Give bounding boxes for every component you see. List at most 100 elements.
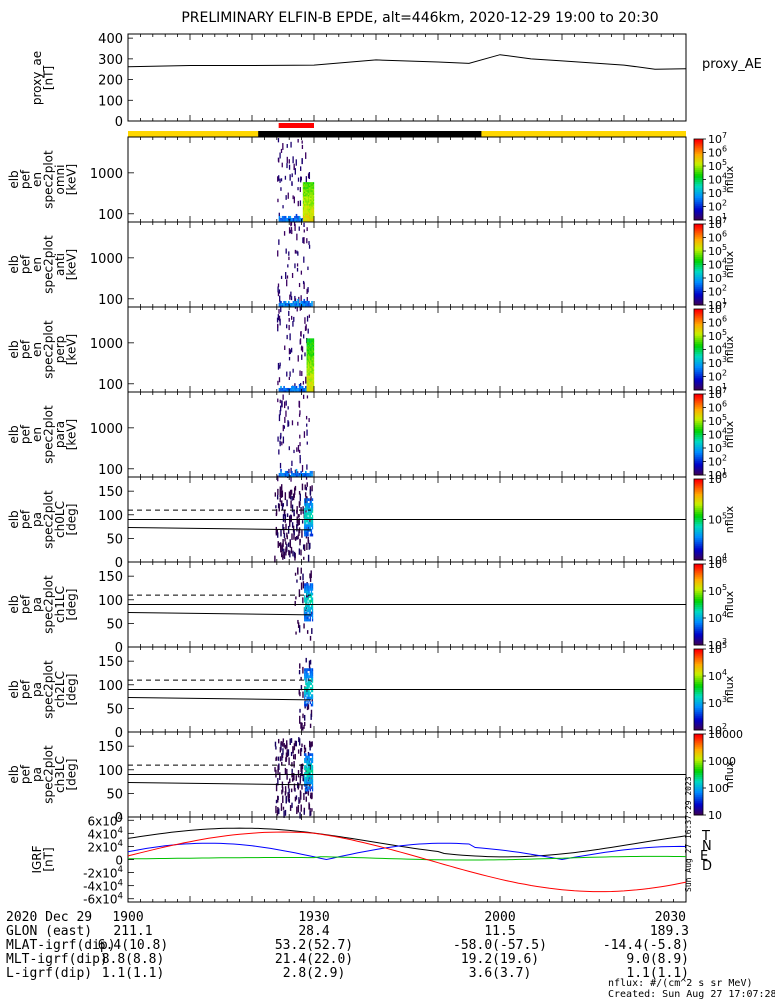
spectrogram-pixel: [301, 300, 304, 304]
spectrogram-pixel: [280, 472, 282, 476]
spectrogram-pixel: [292, 302, 295, 306]
spectrogram-pixel: [301, 722, 303, 731]
spectrogram-pixel: [307, 668, 309, 672]
colorbar-swatch: [694, 294, 703, 298]
colorbar-swatch: [694, 501, 703, 504]
colorbar-swatch: [694, 300, 703, 304]
spectrogram-pixel: [309, 350, 311, 353]
spectrogram-pixel: [306, 682, 308, 686]
spectrogram-pixel: [304, 595, 306, 598]
colorbar-swatch: [694, 175, 703, 178]
spectrogram-pixel: [307, 682, 309, 686]
spectrogram-pixel: [306, 542, 308, 550]
spectrogram-pixel: [310, 570, 312, 578]
spectrogram-pixel: [306, 691, 308, 695]
spectrogram-pixel: [305, 606, 307, 610]
spectrogram-pixel: [307, 675, 309, 679]
spectrogram-pixel: [309, 672, 311, 676]
colorbar-swatch: [694, 151, 703, 154]
spectrogram-pixel: [289, 389, 292, 393]
y-axis-label: pef: [19, 679, 33, 699]
spectrogram-pixel: [310, 220, 312, 223]
colorbar-tick-label: 107: [708, 216, 727, 231]
spectrogram-pixel: [298, 385, 301, 389]
spectrogram-pixel: [304, 352, 306, 357]
spectrogram-pixel: [310, 595, 313, 598]
spectrogram-pixel: [311, 696, 314, 700]
spectrogram-pixel: [298, 226, 300, 231]
spectrogram-pixel: [299, 799, 301, 803]
spectrogram-pixel: [300, 346, 303, 351]
spectrogram-pixel: [309, 215, 311, 218]
spectrogram-pixel: [309, 218, 311, 221]
spectrogram-pixel: [277, 436, 279, 442]
spectrogram-pixel: [310, 769, 313, 773]
spectrogram-pixel: [291, 217, 293, 221]
spectrogram-pixel: [310, 186, 312, 189]
spectrogram-pixel: [288, 798, 291, 803]
spectrogram-pixel: [291, 389, 293, 393]
spectrogram-pixel: [309, 753, 311, 757]
spectrogram-pixel: [306, 362, 308, 365]
spectrogram-pixel: [309, 774, 311, 778]
spectrogram-pixel: [312, 375, 315, 378]
spectrogram-pixel: [306, 684, 308, 688]
spectrogram-pixel: [304, 583, 306, 587]
spectrogram-pixel: [288, 788, 290, 794]
spectrogram-pixel: [310, 590, 313, 594]
spectrogram-pixel: [288, 793, 290, 799]
spectrogram-pixel: [280, 305, 282, 313]
spectrogram-pixel: [306, 186, 308, 189]
spectrogram-pixel: [311, 485, 313, 492]
spectrogram-pixel: [309, 521, 311, 525]
spectrogram-pixel: [310, 218, 312, 221]
y-axis-label: elb: [7, 340, 21, 358]
spectrogram-pixel: [284, 300, 287, 304]
spectrogram-pixel: [306, 369, 308, 372]
spectrogram-pixel: [298, 474, 301, 478]
pa_ch2-data: [298, 657, 314, 731]
spectrogram-pixel: [310, 524, 313, 527]
spectrogram-pixel: [290, 467, 292, 474]
spectrogram-pixel: [307, 519, 309, 523]
spectrogram-pixel: [308, 611, 310, 615]
spectrogram-pixel: [307, 507, 309, 511]
spectrogram-pixel: [305, 526, 307, 530]
spectrogram-pixel: [277, 541, 279, 548]
spectrogram-pixel: [284, 175, 287, 180]
spectrogram-pixel: [278, 474, 281, 478]
spectrogram-pixel: [305, 519, 307, 523]
spectrogram-pixel: [304, 747, 307, 752]
spectrogram-pixel: [277, 176, 279, 182]
spectrogram-pixel: [307, 585, 309, 589]
spectrogram-pixel: [309, 691, 311, 695]
colorbar-swatch: [694, 618, 703, 622]
spectrogram-pixel: [308, 241, 310, 245]
colorbar-swatch: [694, 153, 703, 156]
spectrogram-pixel: [279, 489, 281, 498]
spectrogram-pixel: [312, 186, 315, 189]
colorbar-swatch: [694, 638, 703, 642]
spectrogram-pixel: [285, 796, 287, 804]
spectrogram-pixel: [306, 188, 308, 191]
colorbar-swatch: [694, 531, 703, 535]
spectrogram-pixel: [294, 219, 296, 223]
colorbar-swatch: [694, 286, 703, 290]
colorbar-swatch: [694, 262, 703, 265]
spectrogram-pixel: [307, 339, 310, 342]
spectrogram-pixel: [284, 474, 287, 478]
spectrogram-pixel: [310, 502, 313, 506]
spectrogram-pixel: [305, 694, 307, 697]
spectrogram-pixel: [307, 212, 310, 215]
spectrogram-pixel: [302, 666, 304, 674]
spectrogram-pixel: [283, 385, 285, 389]
colorbar-swatch: [694, 798, 703, 802]
spectrogram-pixel: [283, 219, 285, 223]
spectrogram-pixel: [306, 429, 308, 436]
colorbar-tick-label: 100: [708, 782, 729, 795]
spectrogram-pixel: [307, 364, 310, 367]
spectrogram-pixel: [306, 597, 308, 601]
spectrogram-pixel: [300, 331, 302, 336]
y-axis-label: [keV]: [65, 334, 79, 365]
colorbar-swatch: [694, 211, 703, 215]
